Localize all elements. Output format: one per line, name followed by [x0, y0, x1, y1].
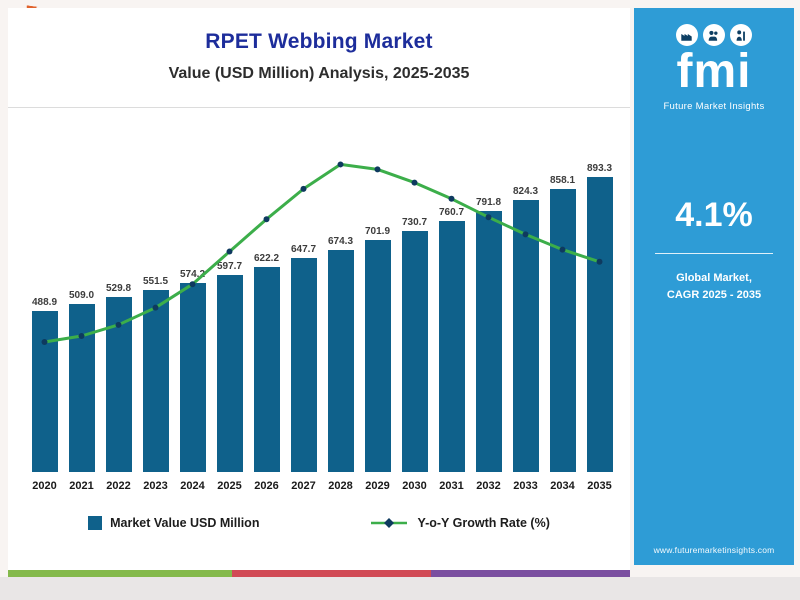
bar-value-label: 701.9: [364, 226, 391, 238]
bar-value-label: 858.1: [549, 174, 576, 186]
bar-group: 893.3: [581, 112, 618, 472]
person-chart-icon: [729, 24, 752, 46]
x-axis-label: 2020: [32, 480, 57, 492]
bar-group: 622.2: [248, 112, 285, 472]
bar: [142, 290, 169, 472]
bar: [68, 304, 95, 472]
bar-series-swatch: [88, 516, 103, 530]
bar-value-label: 647.7: [290, 244, 317, 256]
stripe-segment-red: [231, 570, 431, 577]
bar-group: 674.3: [322, 112, 359, 472]
stripe-segment-purple: [430, 570, 630, 577]
bar: [253, 266, 280, 472]
bar: [475, 210, 502, 472]
website-url: www.futuremarketinsights.com: [653, 545, 775, 555]
bar-group: 597.7: [211, 112, 248, 472]
x-axis-label: 2031: [439, 480, 464, 492]
legend-item-market-value: Market Value USD Million: [88, 516, 259, 530]
bar-group: 791.8: [470, 112, 507, 472]
people-icon: [702, 24, 725, 46]
x-axis-label: 2023: [143, 480, 168, 492]
bar-value-label: 551.5: [142, 276, 169, 287]
bar: [290, 258, 317, 472]
plot-area: 488.9 509.0 529.8 551.5 574.2 597.7 622.2 647.7…: [26, 112, 618, 472]
bar-value-label: 760.7: [438, 207, 465, 218]
bar: [401, 230, 428, 472]
x-axis-label: 2029: [365, 480, 390, 492]
x-axis: 2020 2021 2022 2023 2024 2025 2026 2027 2028 2029…: [26, 480, 618, 492]
bar-group: 730.7: [396, 112, 433, 472]
bar-group: 529.8: [100, 112, 137, 472]
bar: [586, 177, 613, 472]
bar-value-label: 597.7: [216, 260, 243, 272]
page-bottom-band: [0, 577, 800, 600]
cagr-label-line1: Global Market,: [676, 271, 752, 284]
x-axis-label: 2032: [476, 480, 501, 492]
x-axis-label: 2030: [402, 480, 427, 492]
bar: [179, 282, 206, 472]
bar-value-label: 622.2: [253, 252, 280, 264]
chart-subtitle: Value (USD Million) Analysis, 2025-2035: [168, 65, 470, 82]
x-axis-label: 2035: [587, 480, 612, 492]
x-axis-label: 2028: [328, 480, 353, 492]
bar-value-label: 824.3: [512, 186, 539, 197]
stripe-segment-green: [8, 570, 232, 577]
bar: [216, 274, 243, 472]
x-axis-label: 2021: [69, 480, 94, 492]
chart-card: RPET Webbing Market Value (USD Million) …: [8, 8, 630, 570]
x-axis-label: 2025: [217, 480, 242, 492]
bar-value-label: 674.3: [327, 235, 354, 247]
logo-icons: [663, 24, 764, 46]
legend-label-market-value: Market Value USD Million: [110, 516, 260, 530]
bars-row: 488.9 509.0 529.8 551.5 574.2 597.7 622.2 647.7…: [26, 112, 618, 472]
bar-value-label: 730.7: [401, 216, 428, 228]
bar: [438, 221, 465, 472]
bar-group: 701.9: [359, 112, 396, 472]
x-axis-label: 2034: [550, 480, 575, 492]
panel-divider: [655, 252, 773, 254]
bar-group: 509.0: [63, 112, 100, 472]
bar-value-label: 529.8: [105, 283, 132, 295]
line-series-swatch: [371, 518, 408, 528]
x-axis-label: 2026: [254, 480, 279, 492]
header-divider: [8, 107, 630, 108]
side-panel: fmi Future Market Insights 4.1% Global M…: [634, 8, 794, 565]
bar: [31, 310, 58, 472]
cagr-value: 4.1%: [675, 195, 753, 234]
bar: [512, 200, 539, 472]
chart-header: RPET Webbing Market Value (USD Million) …: [8, 8, 630, 83]
bar-group: 574.2: [174, 112, 211, 472]
x-axis-label: 2024: [180, 480, 205, 492]
bar-value-label: 574.2: [179, 268, 206, 280]
bar-value-label: 488.9: [31, 296, 58, 308]
bar: [327, 249, 354, 472]
bar: [549, 188, 576, 472]
bar-group: 858.1: [544, 112, 581, 472]
legend: Market Value USD Million Y-o-Y Growth Ra…: [8, 516, 630, 530]
cagr-label: Global Market, CAGR 2025 - 2035: [667, 270, 761, 304]
bar-value-label: 893.3: [586, 163, 613, 175]
bar-group: 488.9: [26, 112, 63, 472]
bar-group: 551.5: [137, 112, 174, 472]
bar: [364, 240, 391, 472]
x-axis-label: 2027: [291, 480, 316, 492]
bar-value-label: 791.8: [475, 196, 502, 208]
legend-item-growth-rate: Y-o-Y Growth Rate (%): [369, 516, 550, 530]
bar-group: 760.7: [433, 112, 470, 472]
legend-label-growth-rate: Y-o-Y Growth Rate (%): [417, 516, 550, 530]
factory-icon: [675, 24, 698, 46]
bar-group: 824.3: [507, 112, 544, 472]
bar: [105, 297, 132, 472]
logo-subtext: Future Market Insights: [663, 100, 765, 112]
x-axis-label: 2033: [513, 480, 538, 492]
chart-title: RPET Webbing Market: [205, 30, 433, 53]
fmi-logo: fmi Future Market Insights: [663, 24, 764, 112]
bar-value-label: 509.0: [68, 290, 95, 301]
cagr-label-line2: CAGR 2025 - 2035: [666, 289, 762, 301]
bar-group: 647.7: [285, 112, 322, 472]
x-axis-label: 2022: [106, 480, 131, 492]
logo-text: fmi: [676, 45, 752, 98]
bottom-stripe: [8, 570, 630, 577]
